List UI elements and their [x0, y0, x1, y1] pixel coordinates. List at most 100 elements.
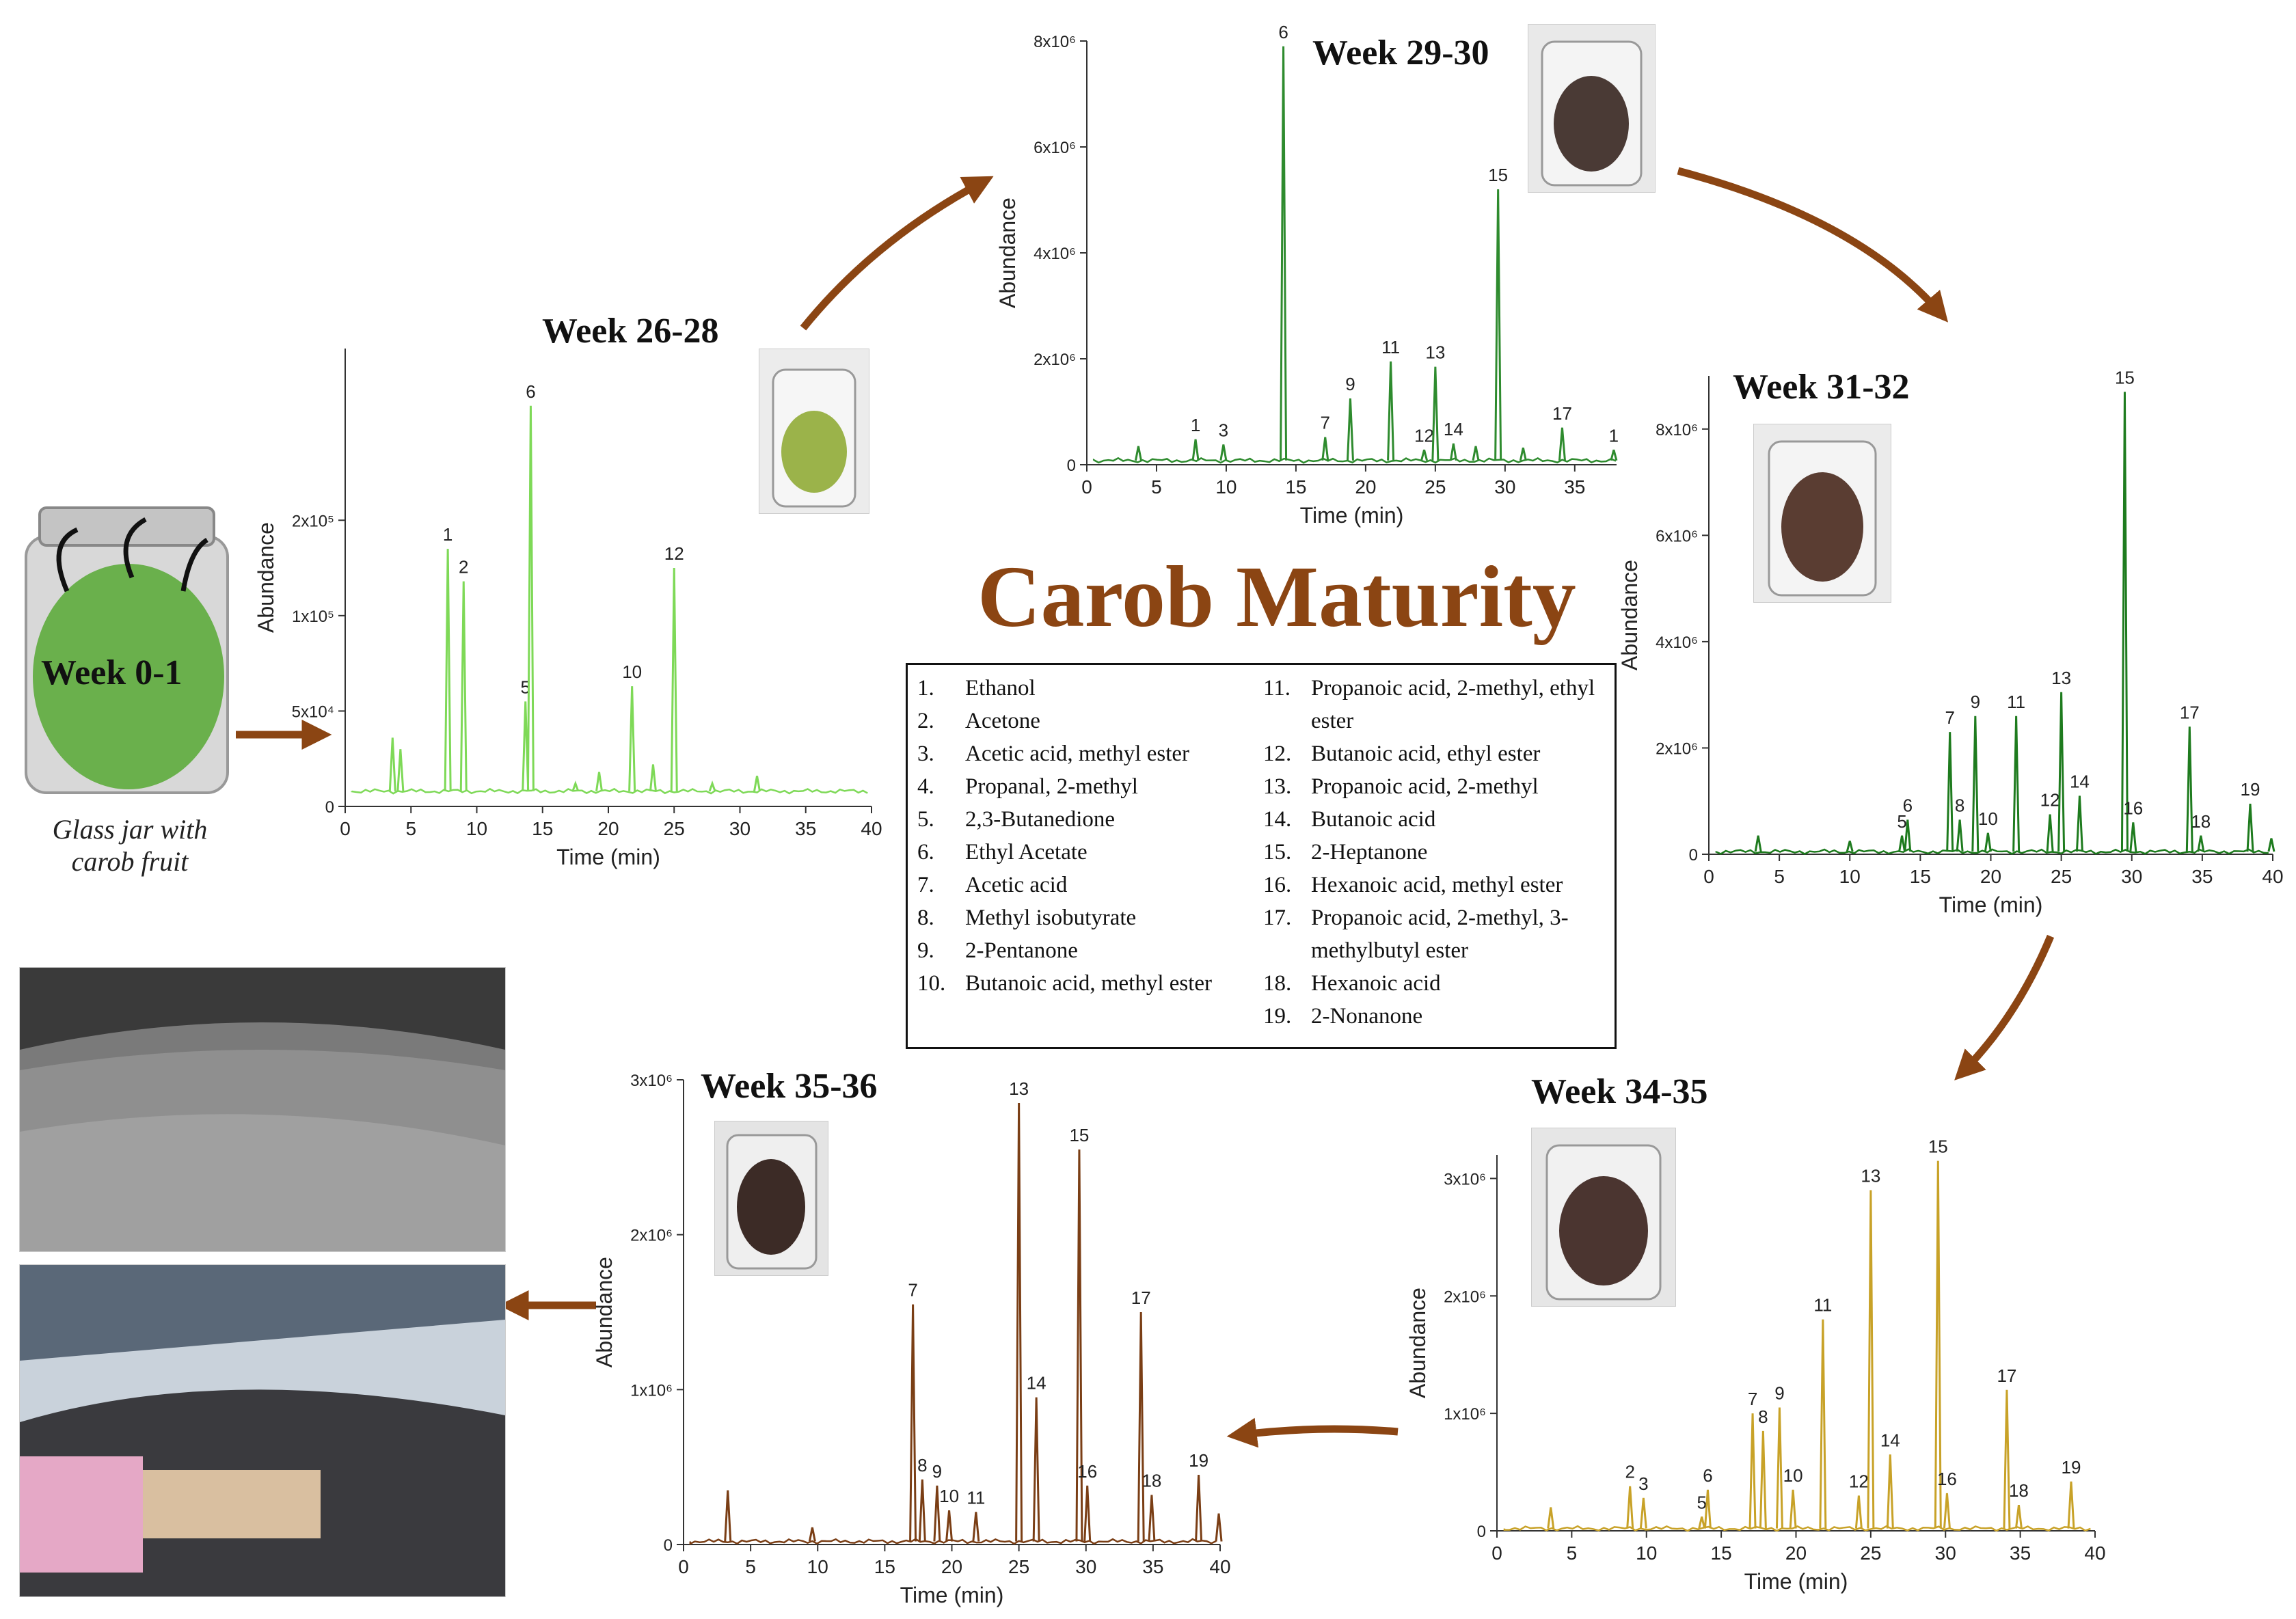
jar-photo-2628: [759, 349, 869, 514]
peak-label: 18: [2009, 1480, 2029, 1501]
chromatogram-peak: [933, 1485, 941, 1542]
chromatogram-peak: [628, 686, 636, 791]
jar-caption: Glass jar with carob fruit: [52, 814, 208, 877]
week-3536-label: Week 35-36: [701, 1067, 878, 1106]
x-axis-label: Time (min): [556, 845, 660, 869]
x-tick-label: 10: [807, 1556, 828, 1577]
peak-label: 16: [1077, 1461, 1097, 1482]
peak-label: 7: [1321, 413, 1330, 433]
compound-legend: 1. Ethanol 2. Acetone 3. Acetic acid, methy…: [906, 663, 1617, 1049]
peak-label: 12: [2040, 790, 2060, 811]
x-tick-label: 10: [1839, 866, 1861, 887]
x-tick-label: 15: [874, 1556, 895, 1577]
jar-photo-3536: [714, 1121, 828, 1276]
peak-label: 16: [1937, 1469, 1957, 1489]
arrow-3132-to-3435: [1954, 934, 2055, 1080]
x-tick-label: 5: [1151, 476, 1162, 498]
peak-label: 11: [1813, 1295, 1832, 1316]
peak-label: 12: [664, 543, 684, 564]
warehouse-photo-top: [19, 967, 506, 1252]
chromatogram-peak: [1134, 446, 1142, 461]
baseline-trace: [1092, 457, 1617, 464]
peak-label: 17: [2180, 702, 2200, 722]
x-tick-label: 25: [2051, 866, 2072, 887]
chromatogram-peak: [459, 581, 468, 791]
legend-item: 2. Acetone: [917, 709, 1040, 733]
x-tick-label: 20: [941, 1556, 962, 1577]
chromatogram-peak: [1867, 1190, 1875, 1529]
chromatogram-peak: [1846, 841, 1854, 852]
chromatogram-peak: [1558, 427, 1566, 461]
y-tick-label: 2x10⁶: [1444, 1288, 1486, 1306]
peak-label: 9: [1345, 374, 1355, 394]
week-3435-label: Week 34-35: [1531, 1072, 1708, 1111]
y-axis-label: Abundance: [254, 522, 278, 633]
x-tick-label: 0: [1081, 476, 1092, 498]
peak-label: 7: [1945, 707, 1954, 728]
peak-label: 17: [1131, 1288, 1151, 1308]
legend-item: 14. Butanoic acid: [1263, 807, 1436, 832]
legend-item: 1. Ethanol: [917, 676, 1036, 700]
x-tick-label: 15: [1285, 476, 1306, 498]
legend-item: 5. 2,3-Butanedione: [917, 807, 1116, 832]
peak-label: 15: [1488, 165, 1508, 185]
chromatogram-peak: [2120, 392, 2129, 852]
peak-label: 18: [1142, 1470, 1161, 1491]
peak-label: 13: [1861, 1166, 1880, 1186]
x-tick-label: 40: [861, 818, 882, 839]
peak-label: 10: [939, 1486, 959, 1506]
chromatogram-peak: [1759, 1430, 1767, 1529]
jar-photo-2930: [1528, 24, 1656, 193]
x-tick-label: 10: [1636, 1542, 1657, 1564]
legend-item: 16. Hexanoic acid, methyl ester: [1263, 873, 1563, 897]
x-tick-label: 30: [2121, 866, 2142, 887]
legend-column-left: 1. Ethanol 2. Acetone 3. Acetic acid, methy…: [917, 672, 1259, 1000]
chromatogram-peak: [1219, 444, 1228, 461]
baseline-trace: [1715, 848, 2269, 855]
chromatogram-peak: [444, 549, 452, 791]
peak-label: 1: [443, 524, 453, 545]
chromatogram-peak: [2197, 835, 2205, 852]
peak-label: 2: [1625, 1462, 1634, 1482]
y-tick-label: 2x10⁶: [630, 1227, 673, 1245]
chromatogram-peak: [1775, 1407, 1783, 1529]
x-tick-label: 35: [2191, 866, 2213, 887]
peak-label: 10: [622, 662, 642, 682]
y-axis-label: Abundance: [592, 1257, 617, 1368]
x-tick-label: 0: [340, 818, 351, 839]
x-tick-label: 5: [745, 1556, 756, 1577]
chromatogram-peak: [1346, 398, 1354, 461]
y-tick-label: 2x10⁶: [1656, 739, 1698, 758]
chromatogram-peak: [1984, 832, 1992, 852]
chromatogram-peak: [1148, 1495, 1156, 1542]
chromatogram-peak: [1547, 1507, 1555, 1529]
chromatogram-peak: [1904, 819, 1912, 852]
y-tick-label: 2x10⁶: [1034, 351, 1076, 369]
y-axis-label: Abundance: [1405, 1288, 1430, 1398]
x-tick-label: 25: [1424, 476, 1446, 498]
x-tick-label: 40: [2084, 1542, 2105, 1564]
arrow-2628-to-2930: [800, 176, 994, 331]
chromatogram-peak: [1519, 447, 1527, 461]
jar-photo-3435: [1531, 1128, 1676, 1307]
chromatogram-peak: [2267, 838, 2275, 852]
x-tick-label: 5: [1774, 866, 1785, 887]
chromatogram-peak: [1015, 1102, 1023, 1542]
peak-label: 17: [1552, 403, 1572, 424]
peak-label: 14: [2070, 771, 2090, 791]
legend-item: 8. Methyl isobutyrate: [917, 906, 1137, 930]
x-tick-label: 35: [795, 818, 816, 839]
x-axis-label: Time (min): [1939, 893, 2043, 917]
x-tick-label: 5: [1567, 1542, 1578, 1564]
x-axis-label: Time (min): [1744, 1569, 1848, 1594]
y-tick-label: 0: [1689, 846, 1698, 865]
legend-item: 12. Butanoic acid, ethyl ester: [1263, 742, 1541, 766]
chromatogram-peak: [1854, 1495, 1863, 1529]
legend-item: 17. Propanoic acid, 2-methyl, 3-methylbut…: [1263, 906, 1569, 963]
chromatogram-peak: [1639, 1497, 1647, 1529]
chromatogram-peak: [1754, 835, 1762, 852]
arrow-3435-to-3536: [1226, 1417, 1399, 1448]
chromatogram-peak: [1898, 835, 1906, 852]
chromatogram-peak: [753, 776, 761, 791]
